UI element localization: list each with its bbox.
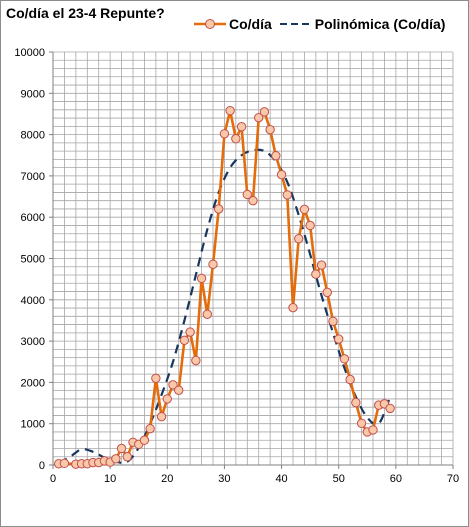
- data-point: [339, 354, 350, 364]
- legend: Co/día Polinómica (Co/día): [194, 16, 453, 32]
- y-tick-label: 4000: [21, 295, 45, 307]
- data-point: [225, 105, 235, 116]
- data-point: [271, 150, 281, 161]
- series-layer: [58, 109, 391, 466]
- data-point: [59, 458, 70, 469]
- x-tick-label: 30: [218, 473, 230, 485]
- data-point: [276, 169, 287, 180]
- data-point: [168, 380, 178, 390]
- data-point: [345, 374, 355, 385]
- data-point: [265, 124, 275, 135]
- data-point: [236, 122, 247, 132]
- data-point: [334, 334, 344, 344]
- data-point: [116, 443, 127, 454]
- y-tick-label: 5000: [21, 254, 45, 266]
- data-point: [231, 134, 241, 144]
- chart-title: Co/día el 23-4 Repunte?: [6, 5, 165, 21]
- y-tick-label: 6000: [21, 212, 45, 224]
- tick-labels: 0 10 20 30 40 50 60 70 0 1000 2000 3000 4000 5000 6000…: [14, 47, 459, 485]
- series-line-co-dia: [58, 109, 391, 466]
- data-point: [162, 394, 172, 404]
- data-point: [214, 204, 224, 214]
- x-tick-label: 10: [104, 473, 116, 485]
- legend-label-series-1: Co/día: [229, 16, 272, 32]
- data-point: [259, 107, 270, 117]
- legend-swatch-series-1: [194, 19, 226, 29]
- legend-item-series-2: Polinómica (Co/día): [279, 16, 446, 32]
- data-point: [151, 373, 161, 383]
- data-point: [248, 195, 258, 206]
- legend-label-series-2: Polinómica (Co/día): [314, 16, 446, 32]
- data-point: [145, 423, 155, 434]
- data-point: [311, 269, 321, 279]
- data-point: [174, 385, 184, 395]
- data-point: [111, 454, 121, 464]
- data-point: [288, 302, 298, 313]
- data-point: [299, 204, 310, 215]
- data-point: [219, 129, 230, 139]
- data-point: [191, 355, 201, 366]
- data-point: [122, 452, 132, 462]
- x-tick-label: 50: [333, 473, 345, 485]
- y-tick-label: 1000: [21, 419, 45, 431]
- y-tick-label: 0: [39, 460, 45, 472]
- data-point: [368, 425, 378, 435]
- data-point: [185, 327, 195, 337]
- y-tick-label: 7000: [21, 171, 45, 183]
- y-tick-label: 2000: [21, 377, 45, 389]
- data-point: [356, 418, 367, 428]
- x-tick-label: 70: [447, 473, 459, 485]
- data-point: [179, 335, 190, 345]
- grid: [52, 51, 454, 466]
- data-point: [282, 190, 292, 200]
- data-point: [322, 287, 332, 298]
- axes: [49, 51, 454, 469]
- data-point: [139, 435, 150, 445]
- y-tick-label: 8000: [21, 130, 45, 142]
- marker-layer: [54, 105, 395, 469]
- data-point: [305, 220, 315, 231]
- data-point: [351, 397, 361, 408]
- data-point: [196, 273, 207, 284]
- x-tick-label: 20: [161, 473, 173, 485]
- x-tick-label: 40: [275, 473, 287, 485]
- x-tick-label: 0: [50, 473, 56, 485]
- data-point: [208, 259, 218, 269]
- data-point: [316, 260, 327, 270]
- x-tick-label: 60: [390, 473, 402, 485]
- data-point: [156, 411, 167, 422]
- y-tick-label: 9000: [21, 88, 45, 100]
- data-point: [328, 316, 338, 326]
- data-point: [202, 309, 212, 319]
- y-tick-label: 3000: [21, 336, 45, 348]
- data-point: [242, 189, 252, 200]
- data-point: [254, 112, 264, 123]
- y-tick-label: 10000: [14, 47, 45, 59]
- data-point: [385, 403, 395, 414]
- legend-swatch-series-2: [279, 23, 312, 25]
- data-point: [294, 233, 304, 244]
- legend-item-series-1: Co/día: [194, 16, 272, 32]
